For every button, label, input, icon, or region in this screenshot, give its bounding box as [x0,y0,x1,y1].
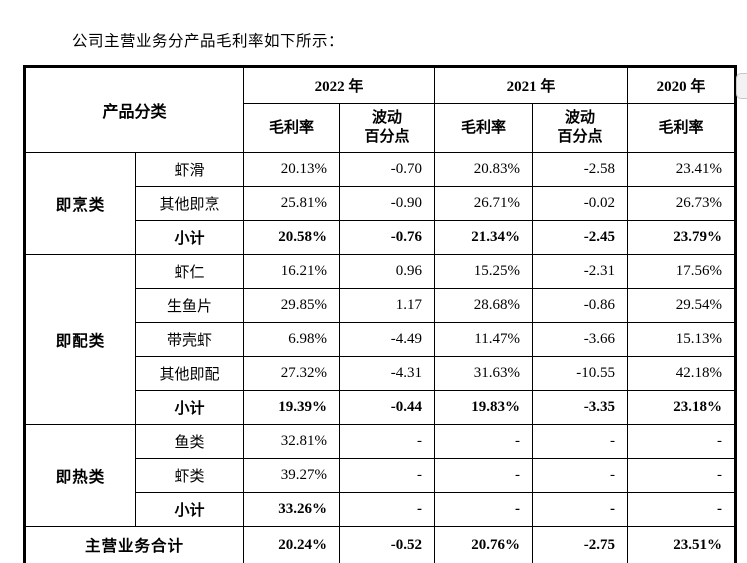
header-row-years: 产品分类 2022 年 2021 年 2020 年 [24,66,736,153]
total-row: 主营业务合计 20.24% -0.52 20.76% -2.75 23.51% [24,526,736,563]
table-row: 即烹类 虾滑 20.13% -0.70 20.83% -2.58 23.41% [24,152,736,255]
value-cell: 20.58% [243,220,340,255]
table-row: 其他即配 27.32% -4.31 31.63% -10.55 42.18% [25,356,736,391]
page-title: 公司主营业务分产品毛利率如下所示： [72,32,345,50]
category-cell: 即热类 [24,424,136,527]
value-cell: - [627,424,736,459]
value-cell: -10.55 [532,356,628,391]
scrollbar-thumb[interactable] [736,73,747,99]
value-cell: -2.31 [532,254,628,289]
value-cell: - [532,492,628,527]
header-product-category: 产品分类 [24,66,244,153]
value-cell: - [532,424,628,459]
value-cell: 19.39% [243,390,340,425]
total-label-cell: 主营业务合计 [24,526,244,563]
value-cell: - [339,458,435,493]
value-cell: 15.13% [627,322,736,357]
header-year-2020: 2020 年 [627,66,736,104]
value-cell: 28.68% [434,288,533,323]
value-cell: -2.45 [532,220,628,255]
value-cell: -4.49 [339,322,435,357]
value-cell: 1.17 [339,288,435,323]
value-cell: -3.35 [532,390,628,425]
value-cell: 16.21% [243,254,340,289]
table-row: 虾类 39.27% - - - - [25,458,736,493]
table-row: 生鱼片 29.85% 1.17 28.68% -0.86 29.54% [25,288,736,323]
value-cell: 33.26% [243,492,340,527]
header-gross-margin-2020: 毛利率 [627,103,736,153]
product-cell: 生鱼片 [135,288,244,323]
value-cell: 15.25% [434,254,533,289]
product-cell: 其他即烹 [135,186,244,221]
value-cell: 0.96 [339,254,435,289]
value-cell: -0.02 [532,186,628,221]
value-cell: 20.83% [434,152,533,187]
value-cell: 23.18% [627,390,736,425]
value-cell: - [627,492,736,527]
value-cell: 23.41% [627,152,736,187]
header-fluctuation-2021: 波动 百分点 [532,103,628,153]
value-cell: 25.81% [243,186,340,221]
value-cell: -0.90 [339,186,435,221]
product-cell: 小计 [135,390,244,425]
value-cell: 21.34% [434,220,533,255]
value-cell: 39.27% [243,458,340,493]
table-row: 即热类 鱼类 32.81% - - - - [24,424,736,527]
product-cell: 带壳虾 [135,322,244,357]
subtotal-row: 小计 20.58% -0.76 21.34% -2.45 23.79% [25,220,736,255]
value-cell: - [627,458,736,493]
value-cell: - [434,424,533,459]
value-cell: - [339,492,435,527]
category-cell: 即烹类 [24,152,136,255]
product-cell: 虾类 [135,458,244,493]
value-cell: 29.54% [627,288,736,323]
value-cell: 20.24% [243,526,340,563]
value-cell: - [532,458,628,493]
table-row: 其他即烹 25.81% -0.90 26.71% -0.02 26.73% [25,186,736,221]
value-cell: 19.83% [434,390,533,425]
value-cell: - [434,492,533,527]
value-cell: -4.31 [339,356,435,391]
value-cell: -0.86 [532,288,628,323]
header-gross-margin-2022: 毛利率 [243,103,340,153]
value-cell: -2.75 [532,526,628,563]
value-cell: 26.71% [434,186,533,221]
value-cell: -0.44 [339,390,435,425]
product-cell: 虾滑 [135,152,244,187]
gross-margin-table: 产品分类 2022 年 2021 年 2020 年 毛利率 波动 百分点 毛利率… [23,65,737,563]
header-year-2021: 2021 年 [434,66,628,104]
value-cell: 20.76% [434,526,533,563]
value-cell: -0.70 [339,152,435,187]
value-cell: 6.98% [243,322,340,357]
header-row-metrics: 毛利率 波动 百分点 毛利率 波动 百分点 毛利率 [25,103,736,153]
value-cell: -3.66 [532,322,628,357]
value-cell: 42.18% [627,356,736,391]
value-cell: -2.58 [532,152,628,187]
value-cell: 23.51% [627,526,736,563]
value-cell: 23.79% [627,220,736,255]
value-cell: -0.76 [339,220,435,255]
value-cell: -0.52 [339,526,435,563]
header-gross-margin-2021: 毛利率 [434,103,533,153]
value-cell: 20.13% [243,152,340,187]
value-cell: 32.81% [243,424,340,459]
product-cell: 虾仁 [135,254,244,289]
value-cell: 17.56% [627,254,736,289]
value-cell: 26.73% [627,186,736,221]
product-cell: 小计 [135,492,244,527]
table-row: 即配类 虾仁 16.21% 0.96 15.25% -2.31 17.56% [24,254,736,425]
value-cell: 31.63% [434,356,533,391]
value-cell: 29.85% [243,288,340,323]
value-cell: - [434,458,533,493]
product-cell: 鱼类 [135,424,244,459]
value-cell: 27.32% [243,356,340,391]
header-fluctuation-2022: 波动 百分点 [339,103,435,153]
subtotal-row: 小计 19.39% -0.44 19.83% -3.35 23.18% [25,390,736,425]
product-cell: 其他即配 [135,356,244,391]
value-cell: 11.47% [434,322,533,357]
category-cell: 即配类 [24,254,136,425]
header-year-2022: 2022 年 [243,66,435,104]
product-cell: 小计 [135,220,244,255]
value-cell: - [339,424,435,459]
